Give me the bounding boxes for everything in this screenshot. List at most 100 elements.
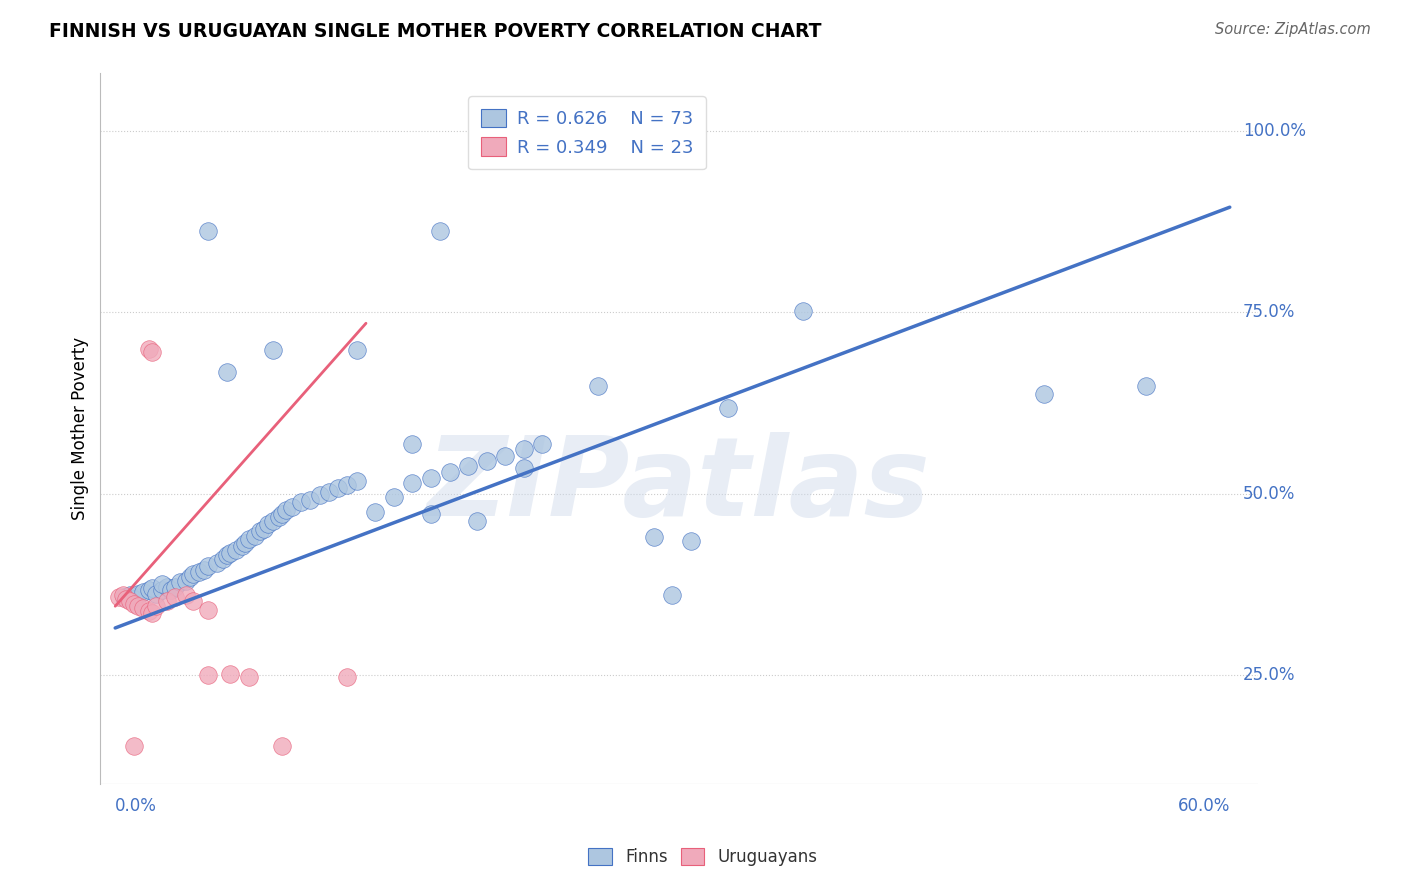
Point xyxy=(586,379,609,393)
Point xyxy=(494,449,516,463)
Point xyxy=(717,401,740,416)
Point xyxy=(219,666,242,681)
Point xyxy=(336,478,359,492)
Point xyxy=(163,590,186,604)
Text: 100.0%: 100.0% xyxy=(1243,122,1306,140)
Point xyxy=(187,565,209,579)
Point xyxy=(233,536,256,550)
Point xyxy=(290,495,312,509)
Point xyxy=(401,437,423,451)
Point xyxy=(336,669,359,683)
Point xyxy=(274,502,297,516)
Point xyxy=(197,603,219,617)
Point xyxy=(169,575,191,590)
Text: 50.0%: 50.0% xyxy=(1243,484,1295,503)
Point xyxy=(661,588,683,602)
Point xyxy=(212,552,235,566)
Point xyxy=(439,465,461,479)
Text: Source: ZipAtlas.com: Source: ZipAtlas.com xyxy=(1215,22,1371,37)
Point xyxy=(253,522,276,536)
Point xyxy=(364,505,387,519)
Point xyxy=(643,530,665,544)
Point xyxy=(513,461,536,475)
Point xyxy=(127,587,149,601)
Point xyxy=(127,599,149,614)
Point xyxy=(115,591,138,606)
Point xyxy=(150,582,173,597)
Point xyxy=(156,580,179,594)
Point xyxy=(308,488,330,502)
Text: 60.0%: 60.0% xyxy=(1177,797,1230,815)
Point xyxy=(346,474,368,488)
Point xyxy=(138,604,160,618)
Point xyxy=(457,459,479,474)
Point xyxy=(420,471,443,485)
Point xyxy=(299,492,322,507)
Point xyxy=(531,437,554,451)
Point xyxy=(267,510,290,524)
Text: 25.0%: 25.0% xyxy=(1243,666,1295,684)
Point xyxy=(262,343,284,358)
Point xyxy=(160,582,183,597)
Point xyxy=(280,500,302,514)
Y-axis label: Single Mother Poverty: Single Mother Poverty xyxy=(72,337,89,520)
Point xyxy=(513,442,536,456)
Point xyxy=(181,594,204,608)
Point xyxy=(120,594,142,608)
Point xyxy=(681,533,703,548)
Point xyxy=(318,485,340,500)
Point xyxy=(382,491,405,505)
Point xyxy=(238,532,260,546)
Point xyxy=(114,590,136,604)
Point xyxy=(429,224,451,238)
Point xyxy=(271,739,294,754)
Point xyxy=(141,345,163,359)
Text: 0.0%: 0.0% xyxy=(115,797,157,815)
Point xyxy=(1135,379,1157,393)
Point xyxy=(467,514,489,528)
Point xyxy=(249,524,271,539)
Point xyxy=(243,529,266,543)
Point xyxy=(401,475,423,490)
Point xyxy=(215,549,238,563)
Point xyxy=(145,587,167,601)
Point xyxy=(122,739,145,754)
Point xyxy=(141,607,163,621)
Point xyxy=(197,559,219,574)
Point xyxy=(138,582,160,597)
Text: ZIPatlas: ZIPatlas xyxy=(427,432,931,539)
Point xyxy=(219,546,242,560)
Point xyxy=(122,597,145,611)
Point xyxy=(108,590,131,604)
Point xyxy=(346,343,368,358)
Legend: Finns, Uruguayans: Finns, Uruguayans xyxy=(582,841,824,873)
Point xyxy=(132,584,155,599)
Point xyxy=(215,365,238,379)
Text: 75.0%: 75.0% xyxy=(1243,303,1295,321)
Point xyxy=(174,588,197,602)
Point xyxy=(141,581,163,595)
Point xyxy=(193,563,215,577)
Point xyxy=(163,580,186,594)
Point xyxy=(181,566,204,581)
Point xyxy=(231,539,253,553)
Point xyxy=(150,577,173,591)
Point xyxy=(256,517,278,532)
Point xyxy=(122,591,145,606)
Point xyxy=(207,556,229,570)
Text: FINNISH VS URUGUAYAN SINGLE MOTHER POVERTY CORRELATION CHART: FINNISH VS URUGUAYAN SINGLE MOTHER POVER… xyxy=(49,22,821,41)
Point xyxy=(145,599,167,614)
Point xyxy=(174,574,197,588)
Point xyxy=(475,454,498,468)
Point xyxy=(326,481,349,495)
Point xyxy=(132,601,155,615)
Point xyxy=(1033,386,1056,401)
Point xyxy=(238,669,260,683)
Point xyxy=(156,594,179,608)
Point xyxy=(197,224,219,238)
Point xyxy=(197,668,219,682)
Point xyxy=(179,570,201,584)
Point xyxy=(792,304,814,318)
Point xyxy=(262,514,284,528)
Point xyxy=(120,588,142,602)
